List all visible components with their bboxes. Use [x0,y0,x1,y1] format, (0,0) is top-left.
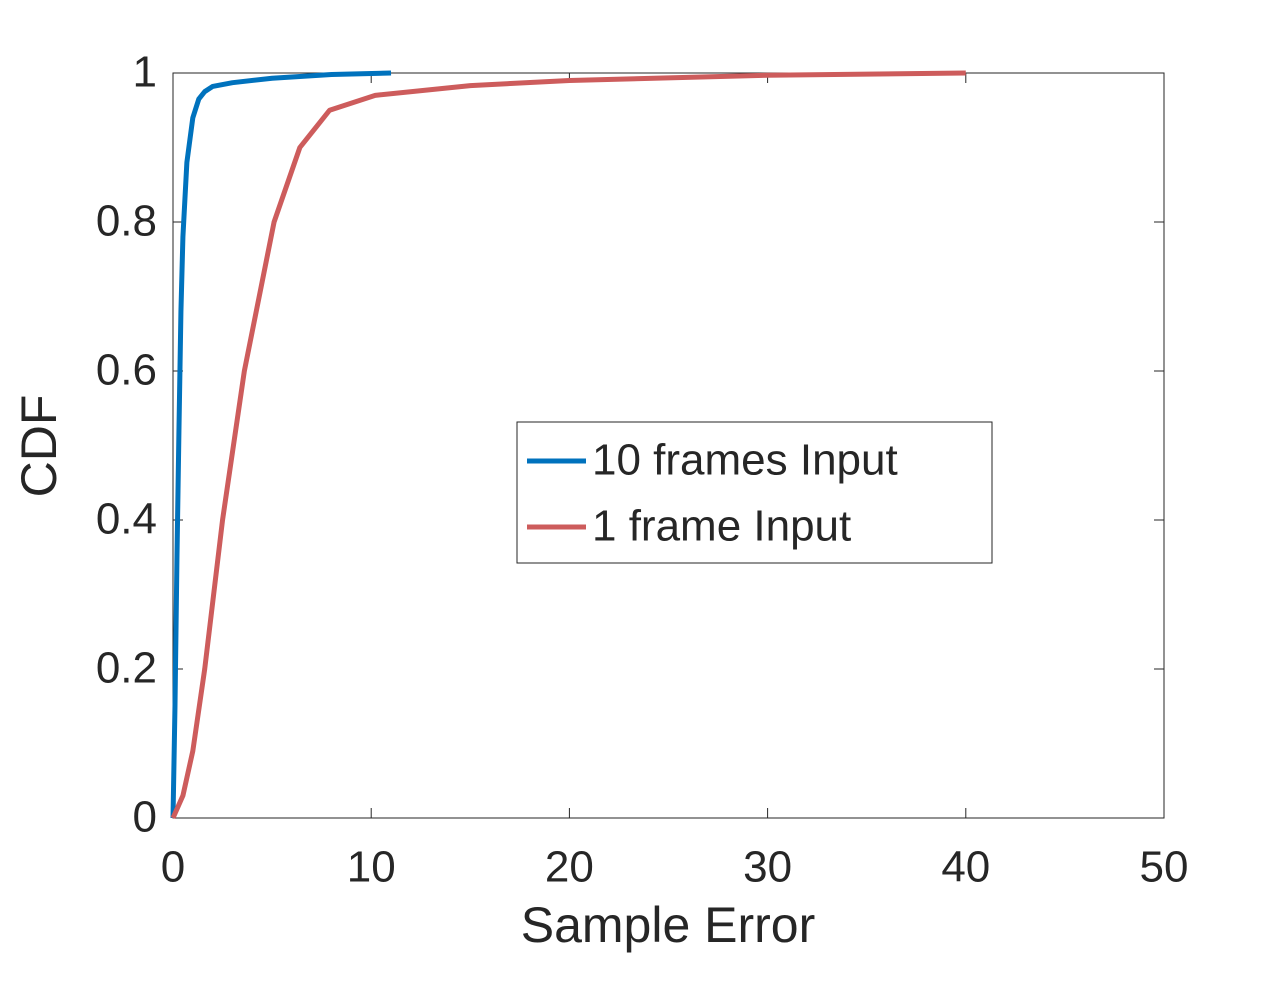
x-tick-label: 20 [545,843,594,892]
legend-label: 1 frame Input [592,502,851,551]
x-tick-label: 50 [1140,843,1189,892]
y-tick-label: 0 [133,793,157,842]
x-axis-label: Sample Error [521,897,816,953]
line-series [170,70,392,819]
y-tick-label: 0.4 [96,495,157,544]
legend-label: 10 frames Input [592,436,898,485]
x-tick-label: 40 [941,843,990,892]
y-tick-label: 0.2 [96,644,157,693]
y-axis-label: CDF [11,395,67,498]
y-tick-label: 0.6 [96,346,157,395]
y-tick-label: 0.8 [96,197,157,246]
x-tick-label: 10 [347,843,396,892]
line-series [170,70,966,820]
x-tick-label: 0 [161,843,185,892]
legend-box [516,421,993,564]
y-tick-label: 1 [133,48,157,97]
x-tick-label: 30 [743,843,792,892]
